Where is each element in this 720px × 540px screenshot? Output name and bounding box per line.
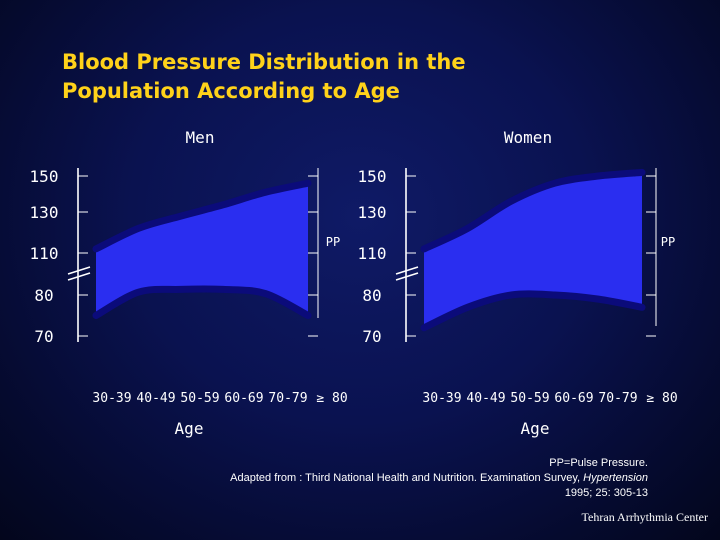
y-tick-label: 70: [34, 327, 53, 346]
x-category-label: 60-69: [554, 391, 593, 406]
title-line-1: Blood Pressure Distribution in the: [62, 50, 466, 74]
women-axis-break: [395, 266, 419, 281]
y-tick-label: 80: [362, 286, 381, 305]
women-panel-title: Women: [504, 128, 552, 147]
women-pp-label: PP: [661, 235, 675, 249]
men-pp-label: PP: [326, 235, 340, 249]
title-line-2: Population According to Age: [62, 79, 400, 103]
men-diastolic-line: [92, 285, 312, 319]
y-tick-label: 80: [34, 286, 53, 305]
women-x-categories: 30-39 40-49 50-59 60-69 70-79 ≥ 80: [422, 391, 677, 406]
x-category-label: 40-49: [466, 391, 505, 406]
women-pp-band: [424, 172, 642, 328]
x-category-label: 60-69: [224, 391, 263, 406]
x-category-label: 30-39: [422, 391, 461, 406]
y-tick-label: 130: [358, 203, 387, 222]
men-panel-title: Men: [186, 128, 215, 147]
y-tick-label: 150: [30, 167, 59, 186]
men-x-label: Age: [175, 419, 204, 438]
source-journal: Hypertension: [583, 472, 648, 484]
y-tick-label: 130: [30, 203, 59, 222]
y-tick-label: 150: [358, 167, 387, 186]
pp-definition: PP=Pulse Pressure.: [549, 457, 648, 469]
footnote: PP=Pulse Pressure. Adapted from : Third …: [68, 456, 648, 501]
x-category-label: 70-79: [268, 391, 307, 406]
men-x-categories: 30-39 40-49 50-59 60-69 70-79 ≥ 80: [92, 391, 347, 406]
women-x-label: Age: [521, 419, 550, 438]
y-tick-label: 110: [30, 244, 59, 263]
source-prefix: Adapted from : Third National Health and…: [230, 472, 584, 484]
x-category-label: 70-79: [598, 391, 637, 406]
x-category-label: 50-59: [180, 391, 219, 406]
slide-title: Blood Pressure Distribution in the Popul…: [62, 48, 466, 106]
credit-label: Tehran Arrhythmia Center: [581, 510, 708, 524]
x-category-label: 50-59: [510, 391, 549, 406]
men-chart: Men 150 130 110 80 70 PP 30-39 40-49 50-59 60-6…: [30, 128, 348, 438]
x-category-label: 30-39: [92, 391, 131, 406]
men-systolic-line: [92, 179, 312, 253]
men-axis-break: [67, 266, 91, 281]
y-tick-label: 70: [362, 327, 381, 346]
source-volume: 1995; 25: 305-13: [564, 487, 648, 499]
x-category-label: ≥ 80: [646, 391, 677, 406]
source-citation: Adapted from : Third National Health and…: [68, 471, 648, 486]
women-systolic-line: [420, 168, 646, 253]
x-category-label: 40-49: [136, 391, 175, 406]
y-tick-label: 110: [358, 244, 387, 263]
women-chart: Women 150 130 110 80 70 PP 30-39 40-49 50-59 60…: [358, 128, 678, 438]
women-y-ticks: 150 130 110 80 70: [358, 167, 656, 346]
men-pp-band: [96, 183, 308, 316]
women-diastolic-line: [420, 290, 646, 332]
men-y-ticks: 150 130 110 80 70: [30, 167, 318, 346]
x-category-label: ≥ 80: [316, 391, 347, 406]
